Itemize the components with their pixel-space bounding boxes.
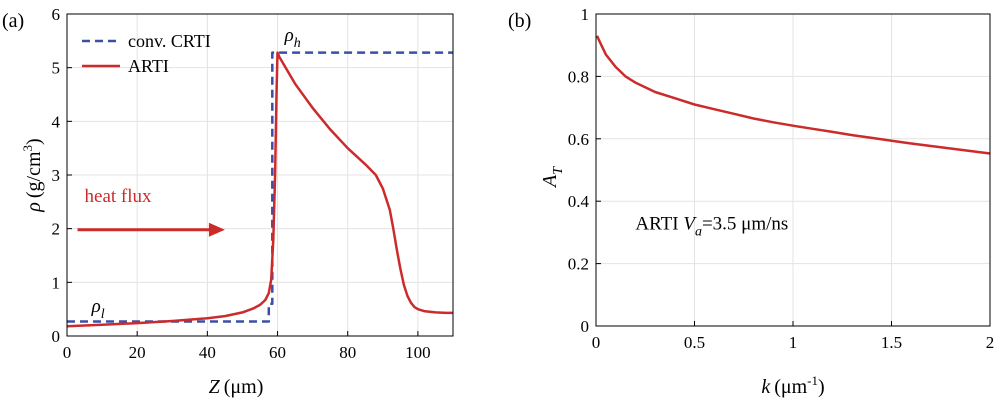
panel-label: (b) [508, 10, 531, 32]
ticks: 0 20 40 60 80 100 0 1 2 3 4 5 6 [52, 5, 431, 362]
panel-label: (a) [2, 10, 24, 32]
legend-label-conv-crti: conv. CRTI [128, 31, 211, 51]
y-tick-label: 6 [52, 5, 61, 24]
x-axis-sup: -1 [807, 373, 818, 388]
x-tick-label: 60 [269, 343, 286, 362]
y-tick-label: 5 [52, 59, 61, 78]
series-group [595, 35, 991, 155]
y-tick-label: 2 [52, 220, 61, 239]
grid [595, 13, 991, 327]
y-tick-label: 1 [581, 5, 590, 24]
annot-var-sub: a [695, 224, 702, 239]
series-line-arti [595, 35, 991, 155]
x-axis-unit: (μm [774, 376, 807, 398]
y-axis-sub: T [551, 166, 566, 175]
y-axis-label: AT [539, 166, 566, 189]
x-tick-label: 100 [405, 343, 431, 362]
rho-l-symbol: ρ [91, 296, 101, 317]
y-tick-label: 0 [52, 327, 61, 346]
y-tick-label: 1 [52, 273, 61, 292]
annot-var: V [683, 213, 697, 234]
series-line-conv-crti [67, 51, 453, 323]
y-axis-unit: (g/cm [23, 151, 45, 198]
annot-unit: μm/ns [741, 213, 788, 234]
y-axis-label: ρ (g/cm3) [20, 138, 45, 212]
panel-b: 0 0.5 1 1.5 2 0 0.2 0.4 0.6 0.8 1 (b) k (μm-1) AT A… [508, 5, 994, 398]
x-tick-label: 0 [63, 343, 72, 362]
x-tick-label: 1.5 [881, 333, 902, 352]
y-tick-label: 0.2 [568, 255, 589, 274]
x-tick-label: 40 [199, 343, 216, 362]
x-tick-label: 0.5 [684, 333, 705, 352]
y-axis-sup: 3 [20, 145, 35, 152]
y-axis-close: ) [23, 138, 45, 145]
y-tick-label: 0.4 [568, 192, 590, 211]
x-tick-label: 80 [339, 343, 356, 362]
annotation-arti-va: ARTI Va=3.5 μm/ns [635, 213, 788, 239]
grid [66, 13, 453, 337]
x-axis-label: k (μm-1) [761, 373, 824, 398]
x-axis-var: k [761, 376, 771, 398]
series-group [66, 51, 453, 328]
x-tick-label: 2 [986, 333, 995, 352]
x-axis-label: Z (μm) [209, 376, 264, 398]
y-tick-label: 0.6 [568, 130, 589, 149]
series-line-arti [66, 51, 453, 328]
x-tick-label: 0 [592, 333, 601, 352]
legend: conv. CRTI ARTI [82, 31, 211, 76]
y-tick-label: 4 [52, 112, 61, 131]
rho-h-sub: h [294, 36, 301, 51]
y-tick-label: 0 [581, 317, 590, 336]
y-tick-label: 0.8 [568, 67, 589, 86]
annotation-heat-flux: heat flux [85, 186, 153, 207]
y-tick-label: 3 [52, 166, 61, 185]
annot-value: =3.5 [702, 213, 741, 234]
x-axis-var: Z [209, 376, 221, 398]
arrow-head [208, 222, 225, 237]
rho-h-symbol: ρ [284, 25, 294, 46]
x-tick-label: 1 [789, 333, 798, 352]
heat-flux-arrow [77, 222, 225, 237]
legend-label-arti: ARTI [128, 56, 169, 76]
y-axis-var: A [539, 174, 561, 189]
x-axis-close: ) [818, 376, 825, 398]
rho-l-sub: l [101, 307, 105, 322]
x-tick-label: 20 [129, 343, 146, 362]
annot-prefix: ARTI [635, 213, 683, 234]
ticks: 0 0.5 1 1.5 2 0 0.2 0.4 0.6 0.8 1 [568, 5, 995, 352]
y-axis-var: ρ [23, 202, 45, 213]
x-axis-unit: (μm) [224, 376, 264, 398]
annotation-rho-l: ρl [91, 296, 105, 322]
annotation-rho-h: ρh [284, 25, 301, 51]
